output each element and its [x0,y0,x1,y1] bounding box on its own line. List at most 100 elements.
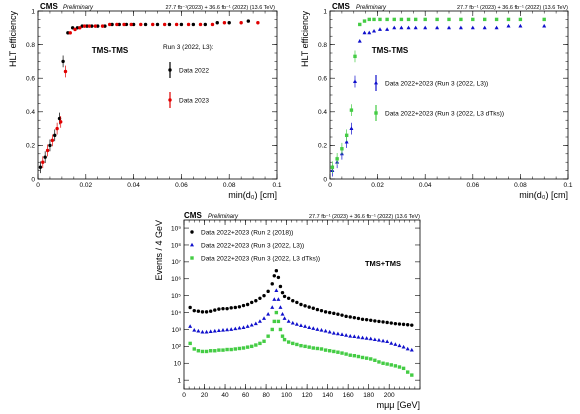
data-point [155,22,160,27]
y-tick-label: 0.4 [318,109,327,116]
data-point [381,361,385,365]
y-axis-title: HLT efficiency [300,11,310,68]
data-point [250,300,254,305]
data-point [389,321,393,325]
data-point [459,17,463,22]
data-point [66,31,70,35]
data-point [55,126,59,131]
legend-label: Data 2022 [179,67,209,74]
data-point [192,308,196,313]
data-point [458,25,463,30]
series-2 [188,310,414,377]
series-1 [188,288,414,352]
series-1 [41,21,260,169]
data-point [222,21,227,25]
data-point [286,319,291,323]
data-point [389,363,393,367]
data-point [278,284,283,289]
data-point [239,21,243,25]
data-point [377,360,381,364]
legend-label: Data 2022+2023 (Run 3 (2022, L3)) [385,80,488,87]
data-point [307,325,312,329]
cms-label: CMS [184,211,202,220]
data-point [364,356,369,360]
cms-label: CMS [40,2,58,11]
data-point [233,326,238,331]
data-point [392,17,396,22]
data-point [401,366,406,371]
data-point [117,22,121,27]
data-point [250,344,254,349]
x-axis-title: min(d₀) [cm] [519,190,568,200]
data-point [93,24,98,28]
data-point [357,39,362,43]
data-point [210,22,215,27]
legend-entry: Data 2022+2023 (Run 3 (2022, L3)) [374,75,488,91]
data-point [368,336,373,341]
data-point [291,299,295,303]
data-point [220,328,225,332]
data-point [115,22,119,27]
series-1 [330,17,546,174]
data-point [372,28,377,33]
data-point [204,329,209,334]
data-point [299,343,303,348]
x-tick-label: 0.06 [175,182,188,189]
data-point [90,24,94,28]
x-tick-label: 100 [281,392,292,399]
x-tick-label: 60 [242,392,250,399]
data-point [249,322,254,327]
data-point [191,22,196,27]
data-point [276,297,281,301]
data-point [364,317,369,322]
data-point [332,349,336,354]
data-point [254,343,258,347]
data-point [233,305,238,310]
data-point [340,147,344,151]
data-point [63,69,68,74]
data-point [196,328,201,333]
data-point [399,17,404,22]
data-point [348,315,352,319]
data-point [405,346,410,351]
data-point [471,17,475,22]
data-point [262,316,267,320]
x-tick-label: 0.06 [466,182,479,189]
data-point [349,126,354,130]
legend-entry: Data 2022 [168,62,209,78]
data-point [311,326,316,330]
data-point [335,331,340,336]
data-point [406,17,411,22]
data-point [385,339,390,344]
data-point [367,30,372,35]
data-point [80,24,84,28]
plot-frame [37,10,278,180]
y-tick-label: 0.8 [318,42,327,49]
data-point [266,289,270,294]
data-point [282,337,287,342]
legend-entry: Data 2022+2023 (Run 3 (2022, L3 dTks)) [190,255,320,262]
legend-label: Data 2023 [179,97,209,104]
data-point [303,304,307,308]
y-tick-label: 0.8 [26,42,35,49]
y-tick-label: 0 [323,176,327,183]
data-point [360,317,365,321]
data-point [227,21,231,25]
y-tick-label: 1 [177,377,181,384]
data-point [349,108,354,112]
data-point [262,293,266,298]
data-point [328,349,332,353]
data-point [348,333,353,338]
data-point [356,316,361,321]
data-point [518,23,523,28]
data-point [315,307,320,312]
preliminary-label: Preliminary [63,5,94,11]
x-tick-label: 0.08 [223,182,236,189]
data-point [352,354,357,358]
data-point [43,155,47,159]
data-point [122,22,126,27]
data-point [131,22,136,27]
category-label: TMS+TMS [365,259,401,268]
data-point [204,349,209,354]
data-point [311,306,315,310]
